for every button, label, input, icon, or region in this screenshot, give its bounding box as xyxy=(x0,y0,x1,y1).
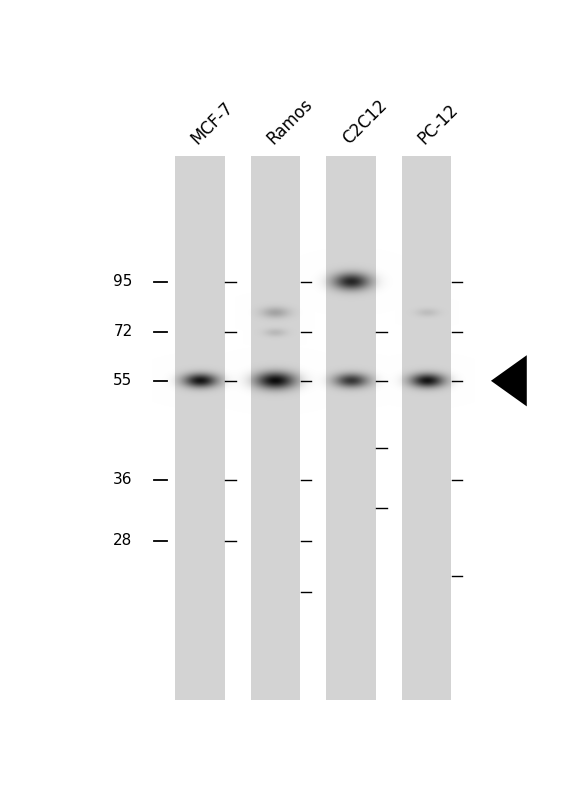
Text: 72: 72 xyxy=(113,325,132,339)
Text: MCF-7: MCF-7 xyxy=(188,98,237,148)
Text: 55: 55 xyxy=(113,374,132,388)
Text: C2C12: C2C12 xyxy=(339,97,390,148)
Text: 36: 36 xyxy=(113,473,132,487)
Text: PC-12: PC-12 xyxy=(414,101,461,148)
Text: 28: 28 xyxy=(113,534,132,548)
Text: Ramos: Ramos xyxy=(263,95,316,148)
Text: 95: 95 xyxy=(113,274,132,289)
Polygon shape xyxy=(491,355,527,406)
